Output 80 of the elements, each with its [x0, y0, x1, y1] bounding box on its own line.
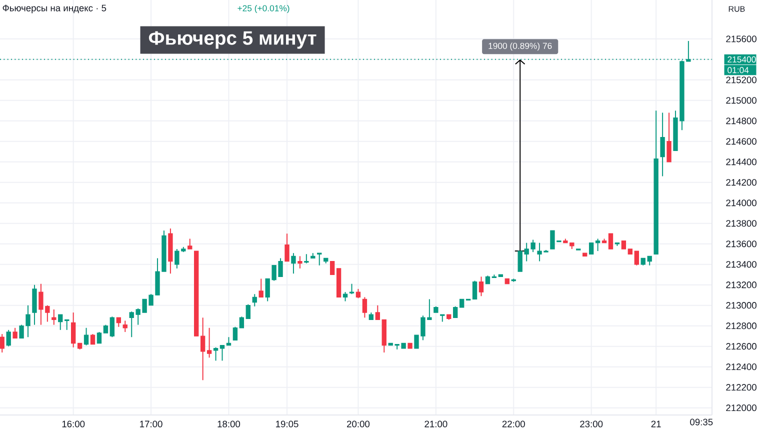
candlestick [213, 346, 218, 362]
candlestick [110, 316, 115, 338]
candlestick [0, 334, 4, 353]
y-tick-label: 214600 [726, 138, 756, 145]
candlestick [298, 256, 302, 269]
annotation: +25 (+0.01%) [238, 4, 290, 14]
candlestick [6, 329, 11, 347]
y-tick-label: 213600 [726, 240, 756, 248]
candlestick [58, 314, 63, 330]
x-tick-label: 23:00 [580, 420, 603, 428]
y-tick-label: 212800 [726, 322, 756, 330]
x-tick-label: 18:00 [218, 420, 240, 428]
x-tick-label: 16:00 [62, 420, 85, 428]
y-tick-label: 212200 [726, 384, 756, 391]
candlestick [116, 317, 121, 328]
candlestick [232, 326, 238, 341]
candlestick [660, 112, 665, 177]
text: Фьючерс 5 минут [148, 31, 316, 49]
ref-line-label: 215400 [728, 56, 756, 62]
y-tick-label: 214400 [726, 158, 756, 166]
candlestick [52, 308, 56, 326]
candlestick [284, 233, 290, 262]
candlestick [188, 238, 192, 250]
candlestick [588, 242, 594, 254]
y-tick-label: 214200 [726, 179, 756, 186]
y-tick-label: 213000 [726, 302, 756, 309]
annotation: 1900 (0.89%) 76 [488, 42, 552, 51]
candlestick [70, 312, 76, 348]
candlestick [200, 317, 206, 381]
candlestick [362, 296, 368, 318]
y-tick-label: 215600 [726, 36, 756, 42]
y-tick-label: 213200 [726, 282, 756, 288]
candlestick [12, 327, 18, 339]
x-tick-label: 17:00 [140, 420, 162, 428]
text: 09:35 [690, 418, 713, 426]
candlestick [252, 294, 257, 307]
candlestick [32, 284, 37, 326]
candlestick [666, 112, 672, 162]
candlestick [64, 319, 70, 330]
y-tick-label: 213800 [726, 220, 756, 227]
y-tick-label: 215000 [726, 97, 756, 104]
candlestick [96, 331, 102, 344]
y-tick-label: 214000 [726, 200, 756, 206]
x-tick-label: 21:00 [424, 420, 448, 428]
candlestick [317, 252, 322, 266]
candlestick [595, 238, 600, 252]
candlestick [330, 260, 335, 275]
y-tick-label: 214800 [726, 118, 756, 124]
x-tick-label: 21 [651, 420, 661, 428]
candlestick [220, 344, 225, 362]
candlestick [478, 276, 484, 297]
candlestick [206, 327, 212, 358]
candlestick [349, 283, 354, 295]
x-tick-label: 20:00 [347, 420, 370, 428]
y-tick-label: 215200 [726, 76, 756, 84]
candlestick [258, 278, 264, 298]
candlestick [453, 306, 458, 318]
chart-subtitle: Фьючерсы на индекс · 5 [2, 4, 106, 14]
candlestick [647, 256, 652, 266]
x-tick-label: 19:05 [276, 420, 298, 428]
candlestick [291, 252, 296, 274]
candlestick [246, 304, 250, 320]
y-tick-label: 212400 [726, 364, 756, 370]
candlestick [375, 304, 380, 320]
candlestick [90, 334, 96, 345]
text: 01:04 [728, 67, 749, 74]
y-axis-title: RUB [728, 6, 745, 12]
y-tick-label: 213400 [726, 261, 756, 268]
candlestick [84, 327, 89, 346]
candlestick [472, 280, 478, 300]
candlestick [608, 233, 614, 250]
y-tick-label: 212600 [726, 343, 756, 350]
candlestick [356, 288, 361, 299]
candlestick [239, 316, 244, 328]
candlestick [304, 254, 309, 264]
candlestick [342, 292, 348, 302]
candlestick [634, 250, 639, 266]
x-tick-label: 22:00 [502, 420, 525, 428]
y-tick-label: 212000 [726, 404, 756, 412]
candlestick [122, 320, 128, 332]
